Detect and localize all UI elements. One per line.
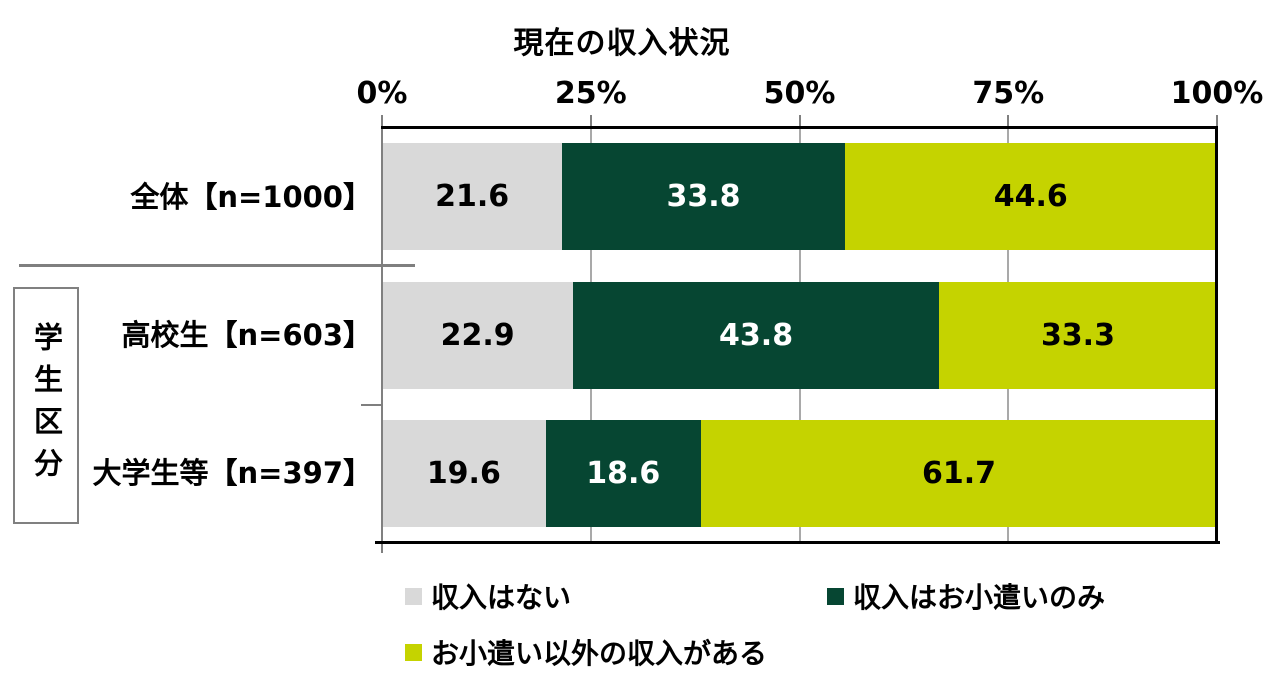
x-axis-tick-label: 50% bbox=[763, 76, 836, 111]
bar-segment-2: 33.8 bbox=[562, 143, 845, 250]
category-group-separator-line bbox=[19, 264, 415, 267]
category-label: 全体【n=1000】 bbox=[130, 180, 372, 214]
category-tick-mark bbox=[361, 404, 383, 406]
bar-row: 19.6 18.6 61.7 bbox=[382, 420, 1217, 527]
legend-label: 収入はお小遣いのみ bbox=[853, 581, 1106, 614]
group-label-box: 学生区分 bbox=[13, 287, 79, 524]
plot-right-border bbox=[1215, 126, 1218, 544]
bar-segment-3: 33.3 bbox=[938, 282, 1217, 389]
x-axis-tick-mark bbox=[1216, 115, 1218, 128]
legend-label: 収入はない bbox=[431, 581, 572, 614]
plot-top-border bbox=[381, 126, 1218, 129]
group-label: 学生区分 bbox=[29, 321, 64, 490]
legend-swatch-icon bbox=[405, 587, 422, 605]
legend-item: 収入はお小遣いのみ bbox=[827, 576, 1105, 616]
x-axis-tick-label: 0% bbox=[356, 76, 408, 111]
bar-segment-1: 19.6 bbox=[382, 420, 546, 527]
legend-item: お小遣い以外の収入がある bbox=[405, 632, 767, 672]
bar-segment-1: 21.6 bbox=[382, 143, 563, 250]
bar-segment-1: 22.9 bbox=[382, 282, 574, 389]
category-label: 高校生【n=603】 bbox=[121, 318, 372, 352]
x-axis-tick-mark bbox=[1007, 115, 1010, 128]
bar-segment-3: 44.6 bbox=[844, 143, 1217, 250]
y-axis-line bbox=[381, 126, 383, 553]
x-axis-tick-mark bbox=[798, 115, 801, 128]
x-axis-tick-label: 75% bbox=[972, 76, 1045, 111]
x-axis-tick-mark bbox=[589, 115, 592, 128]
bar-segment-2: 18.6 bbox=[545, 420, 701, 527]
chart-title: 現在の収入状況 bbox=[513, 26, 731, 61]
x-axis-tick-label: 100% bbox=[1170, 76, 1264, 111]
legend-label: お小遣い以外の収入がある bbox=[431, 637, 768, 670]
bar-row: 22.9 43.8 33.3 bbox=[382, 282, 1217, 389]
bar-segment-2: 43.8 bbox=[573, 282, 939, 389]
bar-row: 21.6 33.8 44.6 bbox=[382, 143, 1217, 250]
legend-swatch-icon bbox=[827, 587, 844, 605]
bar-segment-3: 61.7 bbox=[700, 420, 1217, 527]
x-axis-tick-label: 25% bbox=[554, 76, 627, 111]
plot-bottom-border bbox=[375, 541, 1220, 544]
legend-item: 収入はない bbox=[405, 576, 571, 616]
x-axis-tick-mark bbox=[381, 115, 383, 128]
category-label: 大学生等【n=397】 bbox=[92, 456, 372, 490]
legend-swatch-icon bbox=[405, 643, 422, 661]
